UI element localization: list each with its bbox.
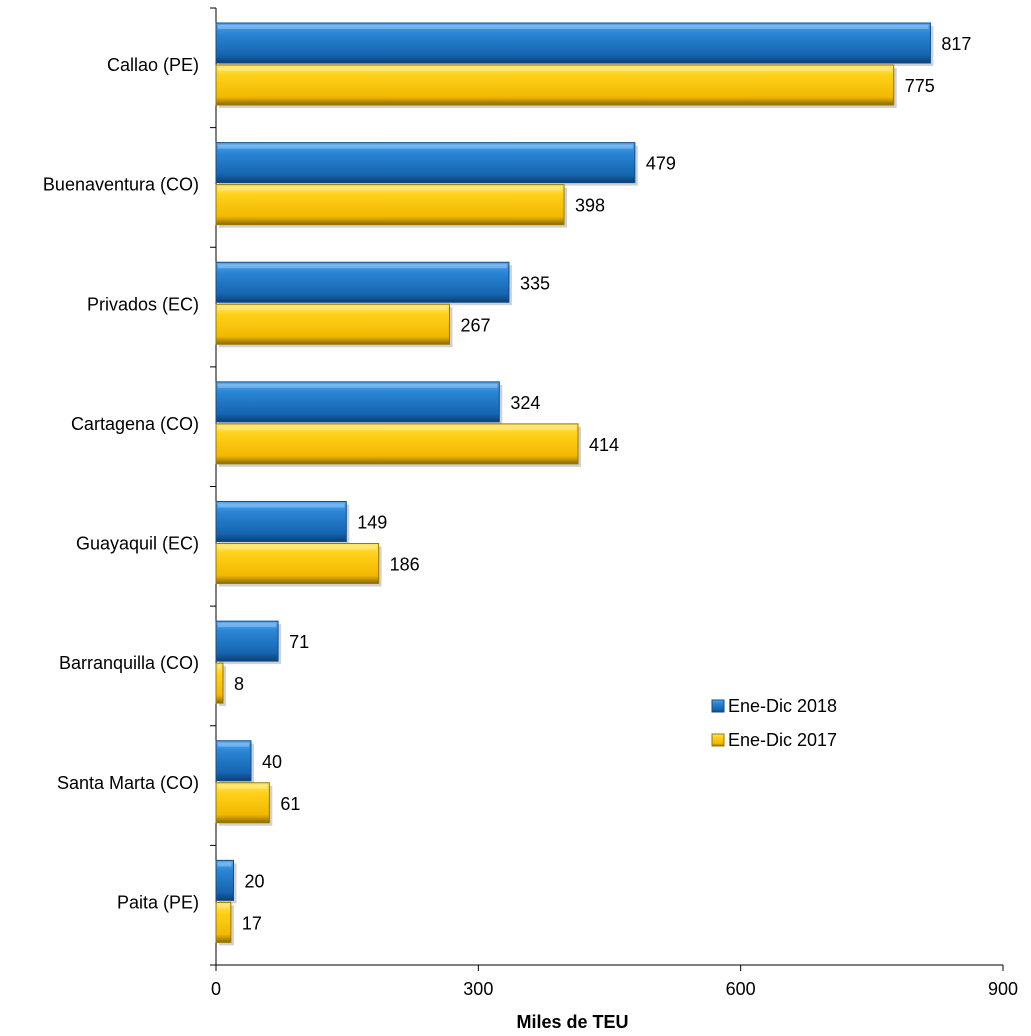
bar-series-2018 — [215, 740, 252, 782]
bar-highlight — [218, 144, 633, 149]
bar-group — [215, 901, 234, 946]
bar-highlight — [218, 545, 377, 550]
bar-highlight — [218, 306, 448, 311]
bar-series-2017 — [215, 901, 232, 943]
chart-legend: Ene-Dic 2018 Ene-Dic 2017 — [711, 696, 837, 750]
data-label: 267 — [460, 315, 490, 335]
category-label: Buenaventura (CO) — [43, 175, 199, 195]
bar-series-2018 — [215, 142, 636, 184]
category-label: Callao (PE) — [107, 55, 199, 75]
data-label: 775 — [905, 76, 935, 96]
bar-series-2018 — [215, 501, 347, 542]
bar-group — [215, 22, 934, 66]
bar-highlight — [218, 25, 929, 29]
legend-label: Ene-Dic 2017 — [728, 730, 837, 750]
bar-group — [215, 423, 582, 467]
data-label: 479 — [646, 154, 676, 174]
bar-group — [215, 184, 568, 228]
category-label: Guayaquil (EC) — [76, 534, 199, 554]
bar-group — [215, 381, 503, 425]
bar-group — [215, 662, 226, 707]
x-axis-title: Miles de TEU — [516, 1012, 628, 1032]
bar-highlight — [218, 665, 221, 670]
category-label: Santa Marta (CO) — [57, 773, 199, 793]
bar-highlight — [218, 742, 249, 747]
data-label: 61 — [280, 794, 300, 814]
bar-series-2017 — [215, 543, 380, 584]
bar-highlight — [218, 264, 507, 269]
bar-series-2018 — [215, 859, 234, 901]
bar-highlight — [218, 862, 232, 867]
bar-group — [215, 543, 382, 587]
bar-series-2017 — [215, 64, 895, 106]
bar-series-2017 — [215, 782, 270, 824]
bar-series-2018 — [215, 381, 500, 423]
category-label: Privados (EC) — [87, 294, 199, 314]
bar-series-2018 — [215, 22, 931, 64]
bar-group — [215, 261, 512, 306]
bar-group — [215, 620, 282, 665]
x-tick-label: 600 — [726, 979, 756, 999]
data-label: 40 — [262, 752, 282, 772]
data-label: 71 — [289, 632, 309, 652]
bar-highlight — [218, 623, 277, 628]
bar-series-2017 — [215, 662, 224, 704]
x-tick-label: 900 — [988, 979, 1018, 999]
category-label: Barranquilla (CO) — [59, 653, 199, 673]
chart-bars — [215, 22, 934, 946]
data-label: 8 — [234, 674, 244, 694]
data-label: 324 — [510, 393, 540, 413]
bar-highlight — [218, 67, 892, 71]
bar-highlight — [218, 186, 563, 191]
category-label: Cartagena (CO) — [71, 414, 199, 434]
legend-swatch — [711, 699, 725, 713]
bar-series-2018 — [215, 261, 510, 303]
data-label: 17 — [242, 913, 262, 933]
chart-axes: 0 300 600 900 Miles de TEU — [210, 7, 1018, 1032]
data-label: 414 — [589, 435, 619, 455]
bar-highlight — [218, 784, 268, 789]
legend-label: Ene-Dic 2018 — [728, 696, 837, 716]
data-label: 20 — [244, 871, 264, 891]
bar-group — [215, 501, 350, 545]
bar-series-2017 — [215, 303, 450, 345]
bar-highlight — [218, 503, 345, 508]
category-label: Paita (PE) — [117, 892, 199, 912]
bar-group — [215, 64, 897, 108]
bar-series-2017 — [215, 184, 565, 226]
bar-group — [215, 782, 273, 826]
data-label: 817 — [941, 34, 971, 54]
bar-highlight — [218, 383, 498, 388]
data-label: 149 — [357, 513, 387, 533]
x-tick-label: 0 — [211, 979, 221, 999]
bar-group — [215, 740, 254, 784]
legend-swatch — [711, 733, 725, 747]
bar-highlight — [218, 904, 229, 909]
bar-group — [215, 859, 237, 904]
bar-series-2018 — [215, 620, 279, 662]
bar-group — [215, 303, 453, 348]
bar-highlight — [218, 425, 577, 430]
bar-group — [215, 142, 638, 186]
x-tick-label: 300 — [463, 979, 493, 999]
data-label: 186 — [390, 555, 420, 575]
bar-series-2017 — [215, 423, 579, 465]
data-label: 335 — [520, 273, 550, 293]
data-label: 398 — [575, 196, 605, 216]
